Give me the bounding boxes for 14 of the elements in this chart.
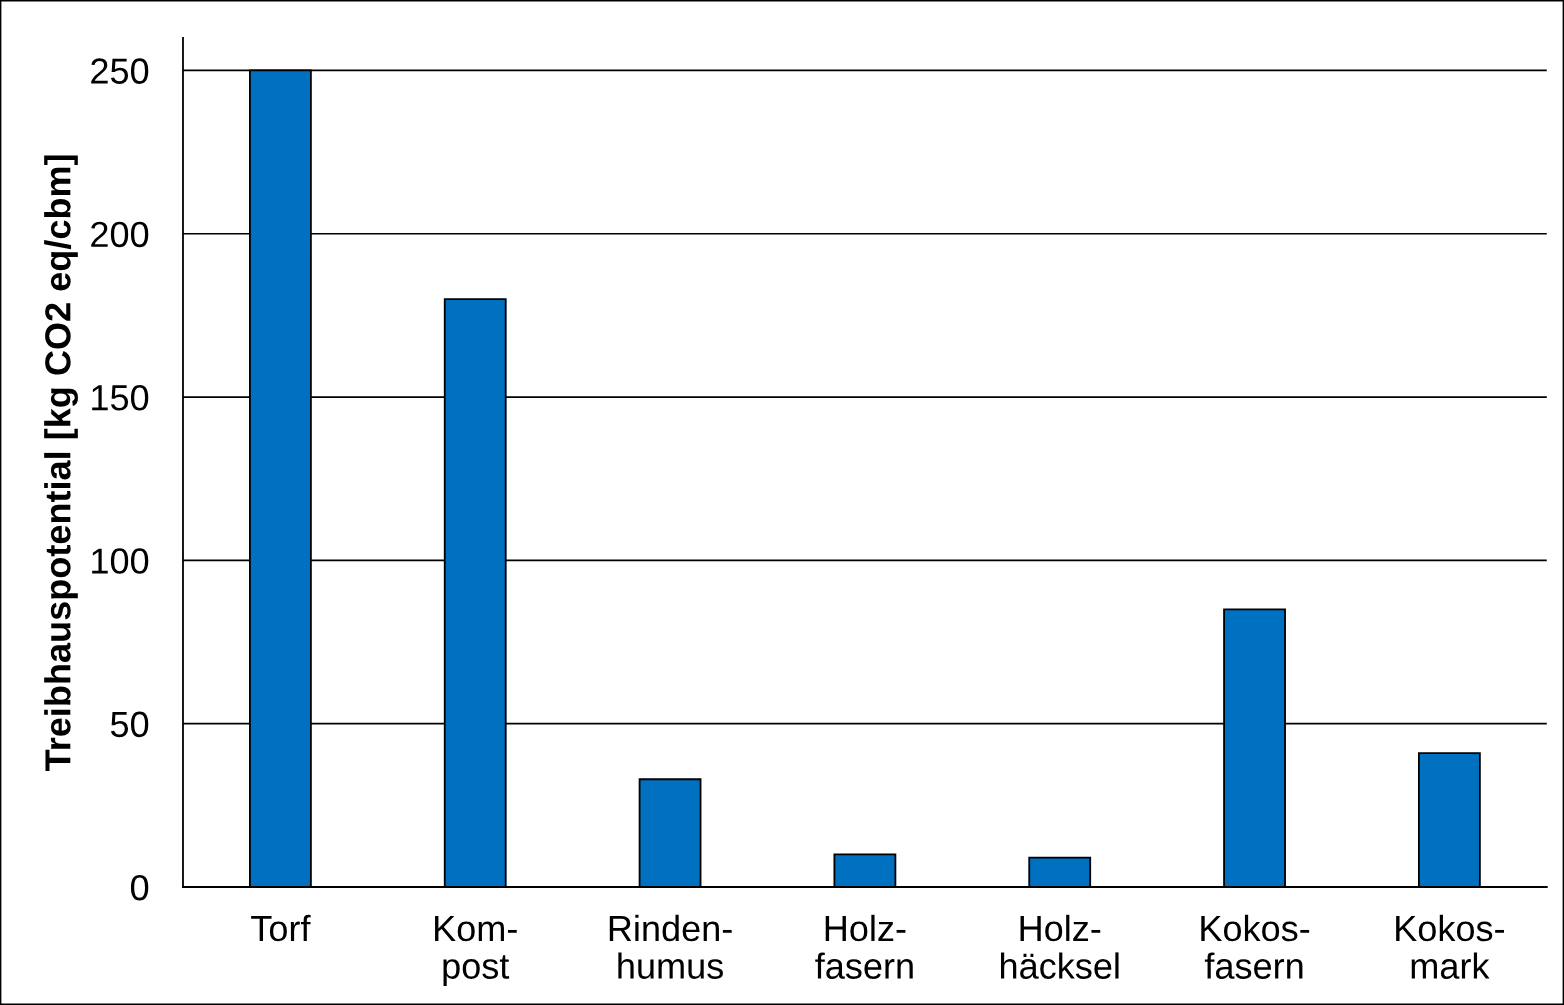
y-tick-label: 200 [91,221,149,248]
y-tick-label: 0 [130,874,149,901]
x-tick-label: Torf [251,914,311,942]
x-tick-label: Holz- fasern [815,914,913,979]
x-tick-label: Kokos- fasern [1201,914,1310,979]
y-axis-title: Treibhauspotential [kg CO2 eq/cbm] [44,155,78,771]
x-tick-label: Kokos- mark [1396,914,1504,979]
y-tick-label: 150 [92,384,149,411]
y-tick-label: 100 [92,548,149,574]
x-tick-label: Rinden- humus [609,914,732,979]
y-tick-label: 250 [91,58,149,84]
y-tick-label: 50 [110,711,149,738]
x-tick-label: Holz- häcksel [1001,914,1119,979]
x-tick-label: Kom- post [435,916,517,987]
